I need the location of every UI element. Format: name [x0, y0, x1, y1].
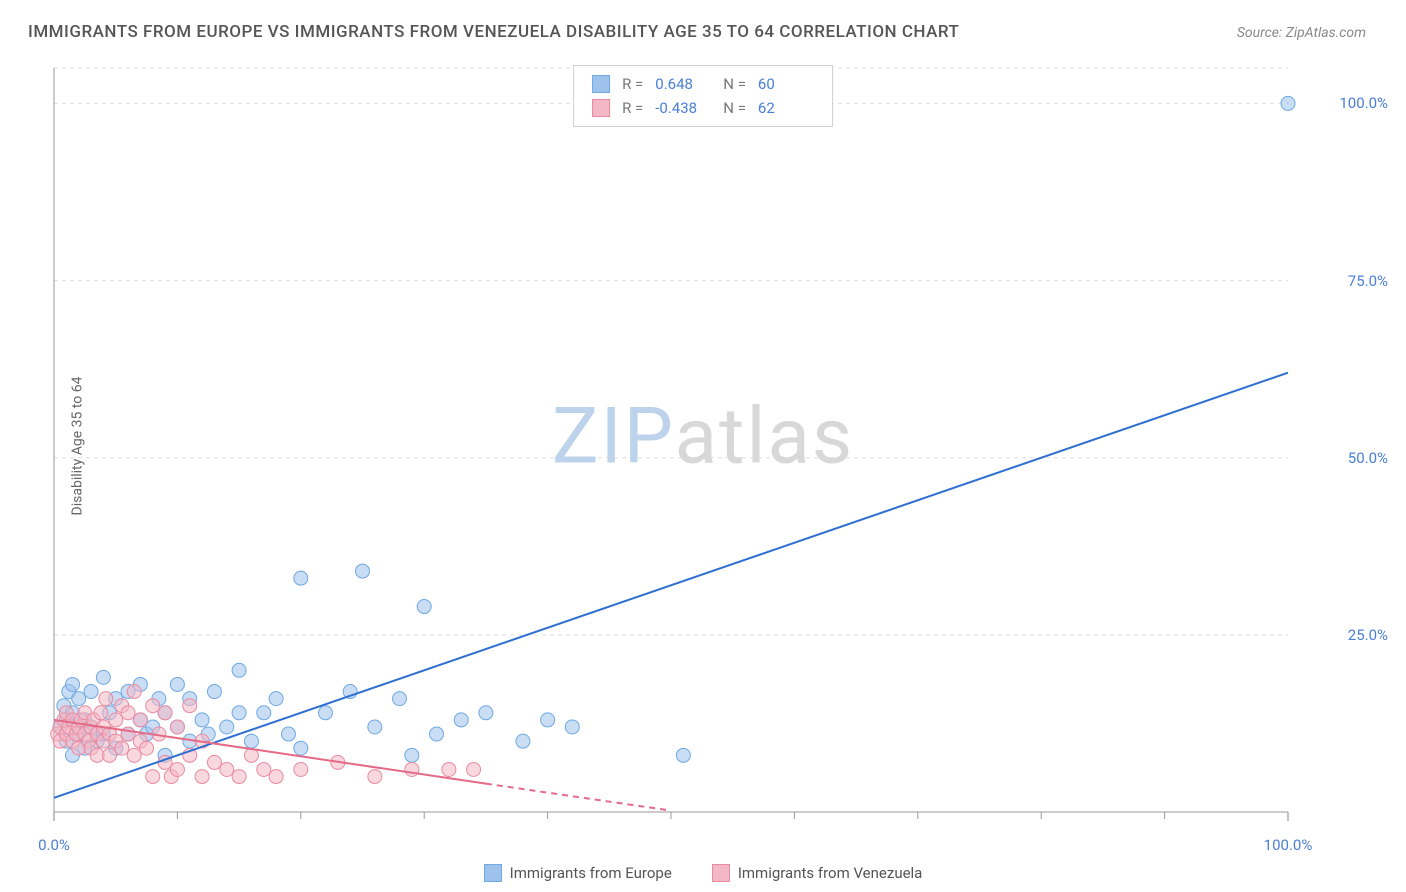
legend-label-venezuela: Immigrants from Venezuela — [738, 864, 923, 882]
legend-item-venezuela: Immigrants from Venezuela — [712, 864, 923, 882]
legend-label-europe: Immigrants from Europe — [510, 864, 672, 882]
r-value-europe: 0.648 — [655, 72, 711, 96]
x-tick-label: 100.0% — [1264, 836, 1313, 854]
legend-swatch-venezuela — [712, 864, 730, 882]
n-value-venezuela: 62 — [758, 96, 814, 120]
chart-plot-area — [48, 62, 1358, 832]
chart-title: IMMIGRANTS FROM EUROPE VS IMMIGRANTS FRO… — [28, 22, 959, 42]
source-label: Source: ZipAtlas.com — [1237, 25, 1366, 41]
swatch-europe — [592, 75, 610, 93]
x-tick-label: 0.0% — [38, 836, 70, 854]
swatch-venezuela — [592, 99, 610, 117]
y-tick-label: 50.0% — [1348, 449, 1388, 467]
y-tick-label: 75.0% — [1348, 272, 1388, 290]
y-tick-label: 25.0% — [1348, 626, 1388, 644]
scatter-chart-svg — [48, 62, 1358, 832]
legend-row-venezuela: R = -0.438 N = 62 — [592, 96, 814, 120]
title-bar: IMMIGRANTS FROM EUROPE VS IMMIGRANTS FRO… — [28, 22, 1366, 42]
series-legend: Immigrants from Europe Immigrants from V… — [0, 864, 1406, 882]
legend-item-europe: Immigrants from Europe — [484, 864, 672, 882]
y-tick-label: 100.0% — [1339, 94, 1388, 112]
correlation-legend: R = 0.648 N = 60 R = -0.438 N = 62 — [573, 65, 833, 127]
r-value-venezuela: -0.438 — [655, 96, 711, 120]
legend-swatch-europe — [484, 864, 502, 882]
legend-row-europe: R = 0.648 N = 60 — [592, 72, 814, 96]
n-value-europe: 60 — [758, 72, 814, 96]
